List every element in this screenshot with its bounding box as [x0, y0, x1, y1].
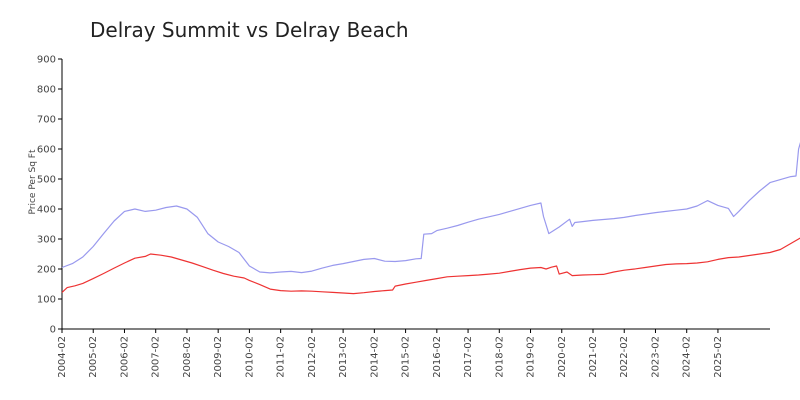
y-ticks: 0 100 200 300 400 500 600 700 800 900 [37, 55, 62, 336]
y-tick-label: 400 [37, 205, 56, 216]
x-tick-label: 2008-02 [182, 336, 193, 378]
y-tick-label: 300 [37, 235, 56, 246]
x-tick-label: 2019-02 [526, 336, 537, 378]
x-tick-label: 2005-02 [88, 336, 99, 378]
x-tick-label: 2015-02 [401, 336, 412, 378]
series-group [61, 141, 800, 295]
x-tick-label: 2012-02 [307, 336, 318, 378]
x-tick-label: 2025-02 [713, 336, 724, 378]
series-line-1 [61, 141, 800, 274]
x-tick-label: 2009-02 [213, 336, 224, 378]
y-tick-label: 600 [37, 145, 56, 156]
y-tick-label: 800 [37, 85, 56, 96]
x-tick-label: 2017-02 [463, 336, 474, 378]
y-tick-label: 500 [37, 175, 56, 186]
x-tick-label: 2020-02 [557, 336, 568, 378]
y-tick-label: 200 [37, 265, 56, 276]
y-tick-label: 0 [50, 325, 56, 336]
x-tick-label: 2013-02 [338, 336, 349, 378]
x-tick-label: 2006-02 [119, 336, 130, 378]
x-tick-label: 2024-02 [682, 336, 693, 378]
x-tick-label: 2022-02 [619, 336, 630, 378]
x-tick-label: 2007-02 [151, 336, 162, 378]
y-axis-label: Price Per Sq Ft [28, 149, 38, 214]
x-tick-label: 2010-02 [244, 336, 255, 378]
y-tick-label: 900 [37, 55, 56, 66]
x-tick-label: 2014-02 [369, 336, 380, 378]
x-tick-label: 2023-02 [650, 336, 661, 378]
y-tick-label: 100 [37, 295, 56, 306]
x-tick-label: 2011-02 [276, 336, 287, 378]
x-tick-label: 2021-02 [588, 336, 599, 378]
axes [61, 59, 770, 330]
x-ticks: 2004-02 2005-02 2006-02 2007-02 2008-02 2009-… [57, 329, 724, 378]
x-tick-label: 2016-02 [432, 336, 443, 378]
x-tick-label: 2004-02 [57, 336, 68, 378]
y-tick-label: 700 [37, 115, 56, 126]
chart-title: Delray Summit vs Delray Beach [90, 18, 409, 42]
series-line-2 [61, 237, 800, 295]
x-tick-label: 2018-02 [494, 336, 505, 378]
